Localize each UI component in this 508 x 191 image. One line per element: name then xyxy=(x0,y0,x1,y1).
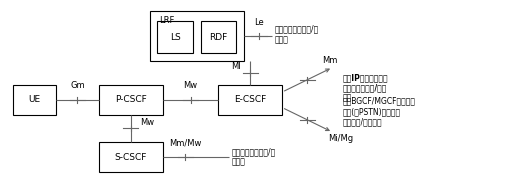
Bar xyxy=(99,142,163,172)
Bar xyxy=(157,21,193,53)
Text: LRF: LRF xyxy=(159,16,174,25)
Text: P-CSCF: P-CSCF xyxy=(115,95,147,104)
Text: Mi/Mg: Mi/Mg xyxy=(328,134,353,143)
Text: 来自应急指挥中心/联
动平台: 来自应急指挥中心/联 动平台 xyxy=(231,147,275,167)
Text: Mm/Mw: Mm/Mw xyxy=(169,138,202,147)
Bar xyxy=(13,85,56,115)
Text: Mw: Mw xyxy=(140,117,154,126)
Text: RDF: RDF xyxy=(209,33,228,42)
Text: 通向IP多媒体网络到
达应急指挥中心/联动
平台: 通向IP多媒体网络到 达应急指挥中心/联动 平台 xyxy=(343,73,389,103)
Text: Mw: Mw xyxy=(183,81,198,90)
Bar xyxy=(99,85,163,115)
Text: Gm: Gm xyxy=(70,81,85,90)
Bar xyxy=(150,11,244,61)
Text: 通过BGCF/MGCF通向其他
网络(如PSTN)到达应急
指挥中心/联动平台: 通过BGCF/MGCF通向其他 网络(如PSTN)到达应急 指挥中心/联动平台 xyxy=(343,97,416,126)
Text: UE: UE xyxy=(28,95,40,104)
Bar xyxy=(218,85,282,115)
Text: 来自应急指挥中心/联
动平台: 来自应急指挥中心/联 动平台 xyxy=(274,25,319,44)
Text: MI: MI xyxy=(231,62,241,71)
Text: LS: LS xyxy=(170,33,181,42)
Bar xyxy=(201,21,236,53)
Text: Mm: Mm xyxy=(323,56,338,65)
Text: Le: Le xyxy=(254,18,264,27)
Text: E-CSCF: E-CSCF xyxy=(234,95,266,104)
Text: S-CSCF: S-CSCF xyxy=(115,153,147,162)
